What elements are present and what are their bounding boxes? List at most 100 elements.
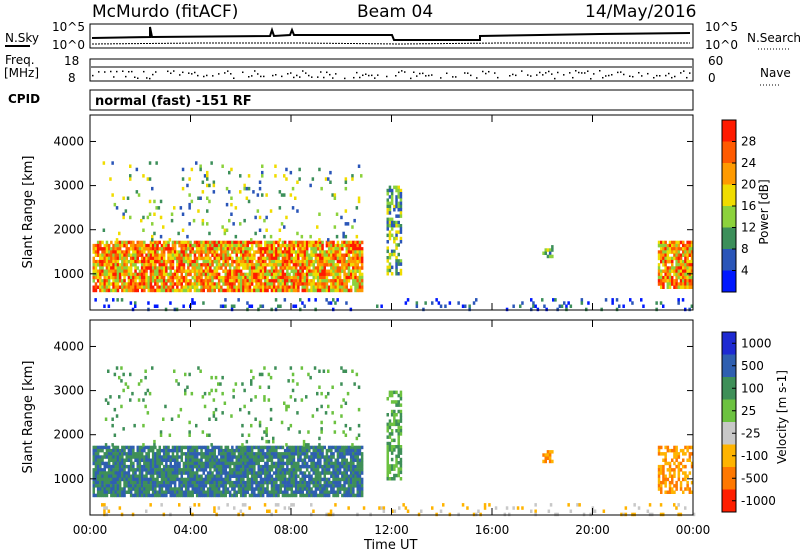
data-cell	[266, 487, 269, 491]
data-cell	[258, 423, 262, 428]
data-cell	[239, 490, 243, 494]
nave-point	[689, 72, 691, 74]
data-cell	[107, 490, 111, 494]
data-cell	[294, 484, 298, 488]
data-cell	[657, 250, 661, 254]
data-cell	[325, 461, 329, 466]
data-cell	[338, 288, 342, 293]
data-cell	[286, 253, 289, 257]
data-cell	[341, 256, 344, 261]
nave-point	[311, 76, 313, 78]
data-cell	[140, 282, 144, 286]
data-cell	[195, 468, 199, 472]
data-cell	[199, 369, 202, 373]
data-cell	[201, 430, 205, 434]
data-cell	[107, 480, 111, 485]
data-cell	[388, 265, 392, 270]
data-cell	[138, 464, 142, 469]
data-cell	[222, 304, 225, 308]
data-cell	[671, 250, 674, 254]
data-cell	[333, 193, 337, 197]
data-cell	[360, 240, 364, 245]
data-cell	[112, 272, 115, 277]
nave-point	[224, 72, 226, 74]
data-cell	[114, 474, 117, 478]
data-cell	[105, 461, 109, 466]
data-cell	[127, 269, 131, 273]
data-cell	[327, 391, 330, 396]
data-cell	[684, 307, 687, 312]
data-cell	[263, 366, 266, 370]
data-cell	[228, 484, 232, 488]
data-cell	[305, 269, 309, 273]
data-cell	[312, 493, 315, 498]
data-cell	[189, 480, 192, 485]
data-cell	[675, 279, 678, 283]
data-cell	[202, 487, 205, 491]
data-cell	[162, 240, 166, 245]
data-cell	[198, 253, 201, 257]
data-cell	[275, 464, 278, 469]
data-cell	[215, 471, 219, 475]
data-cell	[149, 474, 153, 478]
data-cell	[116, 455, 120, 459]
data-cell	[180, 285, 183, 289]
data-cell	[233, 487, 236, 491]
data-cell	[397, 445, 400, 449]
data-cell	[360, 256, 364, 261]
data-cell	[151, 448, 155, 453]
data-cell	[551, 450, 554, 454]
data-cell	[332, 282, 335, 286]
data-cell	[101, 256, 104, 261]
data-cell	[107, 269, 111, 273]
data-cell	[668, 484, 672, 488]
data-cell	[388, 201, 392, 206]
data-cell	[221, 164, 224, 168]
data-cell	[388, 419, 392, 423]
data-cell	[156, 269, 159, 273]
data-cell	[121, 263, 124, 267]
data-cell	[319, 275, 322, 280]
data-cell	[283, 288, 287, 293]
data-cell	[239, 279, 243, 283]
data-cell	[283, 477, 287, 482]
data-cell	[176, 282, 179, 286]
data-cell	[191, 259, 194, 264]
data-cell	[668, 468, 672, 472]
data-cell	[660, 240, 663, 245]
data-cell	[188, 206, 191, 210]
data-cell	[345, 259, 348, 264]
nave-point	[134, 76, 136, 79]
data-cell	[261, 304, 265, 308]
data-cell	[171, 487, 175, 491]
data-cell	[224, 448, 227, 453]
data-cell	[668, 256, 672, 261]
data-cell	[244, 253, 247, 257]
data-cell	[275, 272, 278, 277]
data-cell	[176, 468, 179, 472]
data-cell	[349, 263, 353, 267]
data-cell	[204, 272, 208, 277]
data-cell	[266, 269, 269, 273]
data-cell	[195, 480, 199, 485]
data-cell	[343, 445, 346, 450]
data-cell	[118, 279, 122, 283]
data-cell	[246, 282, 249, 286]
data-cell	[393, 413, 396, 417]
data-cell	[327, 253, 331, 257]
data-cell	[677, 259, 681, 264]
data-cell	[134, 471, 137, 475]
data-cell	[355, 206, 359, 210]
data-cell	[679, 487, 683, 491]
data-cell	[217, 272, 221, 277]
data-cell	[343, 285, 346, 289]
data-cell	[112, 493, 115, 498]
data-cell	[211, 464, 214, 469]
data-cell	[149, 471, 153, 475]
data-cell	[352, 455, 355, 459]
data-cell	[248, 448, 252, 453]
data-cell	[393, 204, 396, 209]
data-cell	[211, 288, 214, 293]
data-cell	[239, 468, 243, 472]
data-cell	[256, 193, 260, 197]
